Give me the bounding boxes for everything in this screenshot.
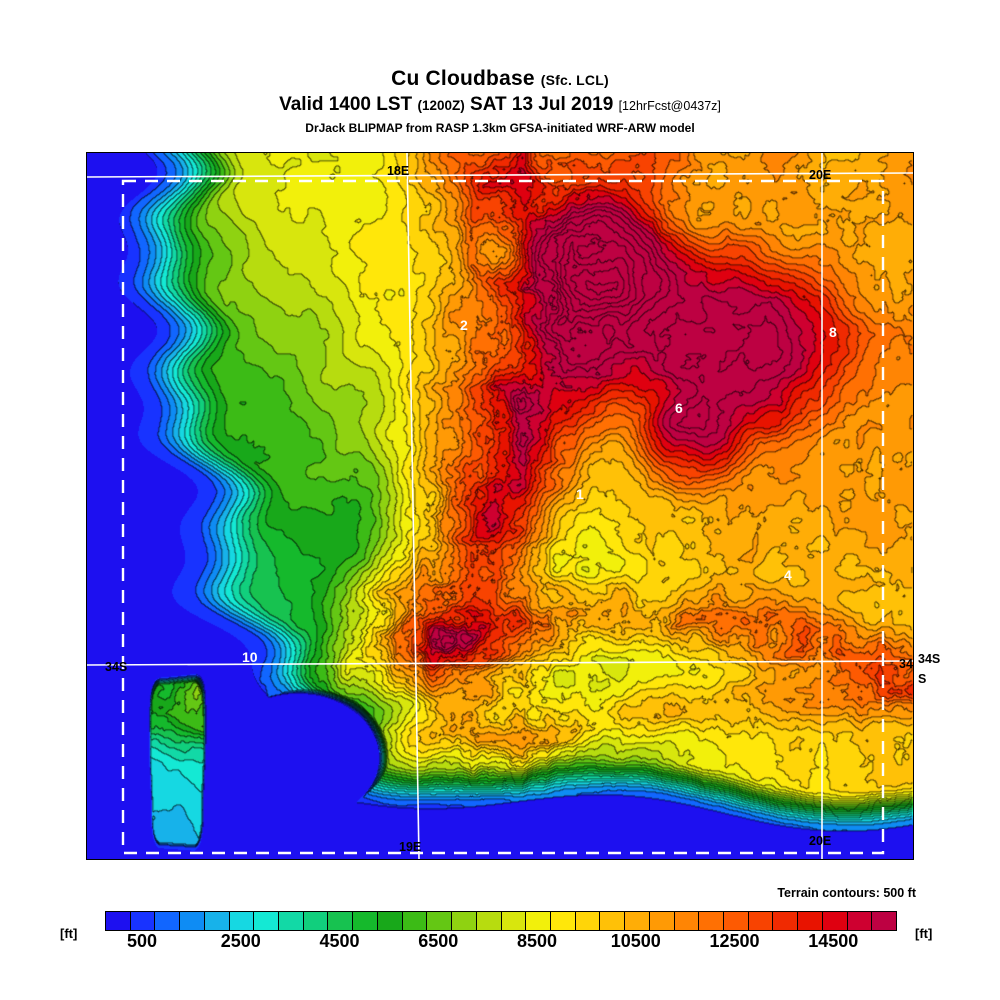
grid-coordinate-label: 34S: [899, 657, 913, 671]
colorbar-unit-left: [ft]: [60, 926, 78, 941]
chart-title-sub: (Sfc. LCL): [540, 72, 609, 88]
colorbar-swatch: [798, 912, 823, 930]
grid-coordinate-label: 20E: [809, 168, 832, 182]
grid-coordinate-label: 19E: [399, 840, 422, 854]
colorbar-swatch: [822, 912, 848, 930]
map-region-label: 10: [242, 649, 258, 665]
colorbar-swatch: [773, 912, 799, 930]
colorbar-swatch: [180, 912, 205, 930]
colorbar-swatches: [105, 911, 897, 931]
colorbar-swatch: [501, 912, 527, 930]
colorbar-swatch: [600, 912, 626, 930]
valid-time: Valid 1400 LST: [279, 94, 413, 115]
forecast-stamp: [12hrFcst@0437z]: [618, 99, 721, 113]
graticule-latitude-line: [87, 172, 913, 178]
colorbar-swatch: [155, 912, 181, 930]
colorbar-swatch: [872, 912, 896, 930]
colorbar-swatch: [204, 912, 230, 930]
colorbar-swatch: [476, 912, 502, 930]
colorbar-swatch: [106, 912, 131, 930]
grid-coordinate-label: 34S: [105, 660, 128, 674]
valid-date: SAT 13 Jul 2019: [470, 94, 614, 115]
map-region-label: 4: [784, 567, 792, 583]
colorbar-swatch: [723, 912, 749, 930]
colorbar-swatch: [229, 912, 255, 930]
map-overlay-svg: [87, 153, 913, 859]
map-region-label: 2: [460, 317, 468, 333]
map-region-label: 1: [576, 486, 584, 502]
colorbar-swatch: [674, 912, 700, 930]
cloudbase-field-canvas: [87, 153, 913, 859]
colorbar-swatch: [649, 912, 675, 930]
colorbar-tick-label: 8500: [517, 931, 558, 951]
axis-edge-label: S: [918, 672, 927, 686]
colorbar-swatch: [279, 912, 304, 930]
model-source: DrJack BLIPMAP from RASP 1.3km GFSA-init…: [305, 121, 695, 135]
graticule-longitude-line: [406, 153, 420, 859]
chart-title: Cu Cloudbase (Sfc. LCL): [0, 68, 1000, 91]
colorbar-swatch: [625, 912, 650, 930]
colorbar-unit-right: [ft]: [915, 926, 933, 941]
map-region-label: 8: [829, 324, 837, 340]
chart-title-main: Cu Cloudbase: [391, 67, 535, 90]
colorbar-swatch: [303, 912, 329, 930]
colorbar-swatch: [550, 912, 576, 930]
colorbar-tick-label: 2500: [220, 931, 261, 951]
grid-coordinate-label: 20E: [809, 834, 832, 848]
colorbar-tick-label: 12500: [709, 931, 760, 951]
map-region-label: 6: [675, 400, 683, 416]
colorbar-swatch: [402, 912, 428, 930]
chart-subtitle: Valid 1400 LST (1200Z) SAT 13 Jul 2019 […: [0, 93, 1000, 118]
terrain-map[interactable]: 18E 20E 19E 20E 34S 34S 2 8 6 1 4 10: [86, 152, 914, 860]
colorbar-swatch: [847, 912, 873, 930]
colorbar-swatch: [452, 912, 477, 930]
colorbar-tick-label: 14500: [808, 931, 859, 951]
terrain-contour-note: Terrain contours: 500 ft: [777, 886, 916, 900]
title-block: Cu Cloudbase (Sfc. LCL) Valid 1400 LST (…: [0, 68, 1000, 136]
colorbar-swatch: [254, 912, 280, 930]
grid-coordinate-label: 18E: [387, 164, 410, 178]
valid-time-zulu: (1200Z): [417, 98, 465, 113]
model-domain-box: [121, 179, 885, 855]
colorbar-swatch: [130, 912, 156, 930]
graticule-latitude-line: [87, 660, 913, 666]
colorbar-tick-label: 6500: [418, 931, 459, 951]
colorbar-tick-label: 4500: [319, 931, 360, 951]
colorbar-tick-label: 500: [127, 931, 158, 951]
colorbar-swatch: [748, 912, 774, 930]
colorbar-swatch: [353, 912, 378, 930]
colorbar-swatch: [575, 912, 601, 930]
colorbar: [ft] 500 2500 4500 6500 8500 10500 12500 14500 …: [60, 908, 940, 954]
colorbar-swatch: [699, 912, 724, 930]
colorbar-swatch: [328, 912, 354, 930]
colorbar-tick-label: 10500: [610, 931, 661, 951]
colorbar-swatch: [526, 912, 551, 930]
colorbar-swatch: [427, 912, 453, 930]
colorbar-swatch: [377, 912, 403, 930]
colorbar-ticks: 500 2500 4500 6500 8500 10500 12500 14500: [105, 931, 897, 955]
axis-edge-label: 34S: [918, 652, 941, 666]
